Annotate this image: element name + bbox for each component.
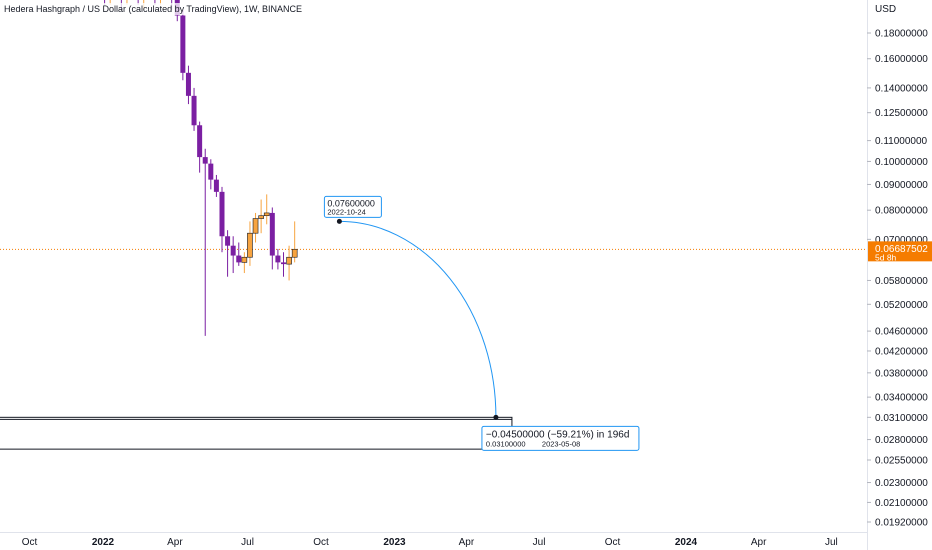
time-axis-tick-label: Apr bbox=[167, 537, 183, 548]
price-axis-tick-label: 0.16000000 bbox=[875, 54, 928, 65]
candle-body bbox=[230, 245, 236, 256]
price-axis-tick-label: 0.12500000 bbox=[875, 108, 928, 119]
target-zone-box[interactable] bbox=[0, 416, 513, 450]
candle[interactable] bbox=[185, 65, 191, 105]
price-axis-tick-label: 0.05800000 bbox=[875, 276, 928, 287]
current-price-countdown: 5d 8h bbox=[875, 252, 897, 262]
candle[interactable] bbox=[197, 121, 203, 173]
candle-body bbox=[219, 191, 225, 237]
candle-body bbox=[185, 72, 191, 96]
target-low-price: 0.03100000 bbox=[486, 439, 526, 448]
candle[interactable] bbox=[213, 174, 219, 197]
candle-body bbox=[252, 218, 259, 234]
legend-background bbox=[2, 3, 302, 15]
candle-body bbox=[258, 215, 264, 219]
price-axis-tick-label: 0.02100000 bbox=[875, 498, 928, 509]
current-price-label-box bbox=[868, 241, 932, 262]
time-axis-tick-label: 2024 bbox=[675, 537, 698, 548]
price-axis-tick-label: 0.02300000 bbox=[875, 478, 928, 489]
target-high-point[interactable] bbox=[336, 218, 342, 224]
candle-body bbox=[280, 262, 286, 265]
time-axis-tick-label: Oct bbox=[605, 537, 621, 548]
candle[interactable] bbox=[252, 212, 259, 243]
price-axis-tick-label: 0.18000000 bbox=[875, 29, 928, 40]
candle-body bbox=[202, 157, 208, 164]
price-axis-tick-label: 0.04200000 bbox=[875, 346, 928, 357]
current-price-value: 0.06687502 bbox=[875, 244, 928, 255]
candle[interactable] bbox=[247, 221, 253, 266]
measure-label-box bbox=[481, 425, 640, 451]
target-low-point[interactable] bbox=[493, 414, 499, 420]
time-axis-tick-label: Jul bbox=[825, 537, 838, 548]
price-axis-tick-label: 0.10000000 bbox=[875, 157, 928, 168]
candle-body bbox=[197, 125, 203, 158]
candle[interactable] bbox=[286, 245, 292, 281]
price-axis-tick-label: 0.09000000 bbox=[875, 180, 928, 191]
candle[interactable] bbox=[191, 87, 197, 131]
candle[interactable] bbox=[236, 242, 242, 266]
candle-body bbox=[286, 256, 292, 265]
candle-body bbox=[208, 163, 214, 180]
candle[interactable] bbox=[269, 207, 275, 270]
chart-legend-title: Hedera Hashgraph / US Dollar (calculated… bbox=[4, 4, 302, 14]
candle-body bbox=[291, 248, 298, 258]
candle[interactable] bbox=[219, 186, 225, 253]
price-axis-tick-label: 0.01920000 bbox=[875, 518, 928, 529]
price-axis-tick-label: 0.02550000 bbox=[875, 455, 928, 466]
price-axis-currency: USD bbox=[875, 4, 896, 15]
measure-change-text: −0.04500000 (−59.21%) in 196d bbox=[486, 429, 629, 440]
candle[interactable] bbox=[291, 221, 298, 263]
time-axis-tick-label: 2022 bbox=[92, 537, 115, 548]
candle-body bbox=[241, 256, 248, 263]
target-high-date: 2022-10-24 bbox=[327, 207, 365, 216]
target-high-label-box bbox=[323, 195, 382, 218]
candle[interactable] bbox=[275, 248, 281, 270]
candle[interactable] bbox=[202, 148, 208, 336]
time-axis-tick-label: Jul bbox=[533, 537, 546, 548]
time-axis-tick-label: Oct bbox=[22, 537, 38, 548]
target-high-price: 0.07600000 bbox=[327, 198, 375, 208]
candle[interactable] bbox=[280, 252, 286, 277]
price-axis-background[interactable] bbox=[867, 0, 932, 532]
price-axis-tick-label: 0.14000000 bbox=[875, 83, 928, 94]
projection-arc[interactable] bbox=[339, 220, 497, 418]
time-axis-tick-label: Apr bbox=[751, 537, 767, 548]
price-axis-tick-label: 0.02800000 bbox=[875, 435, 928, 446]
candle-body bbox=[225, 236, 231, 246]
price-axis-tick-label: 0.11000000 bbox=[875, 136, 928, 147]
candle[interactable] bbox=[169, 0, 174, 10]
candle-body bbox=[247, 232, 253, 258]
price-axis-tick-label: 0.07000000 bbox=[875, 235, 928, 246]
price-axis-tick-label: 0.08000000 bbox=[875, 206, 928, 217]
price-axis-tick-label: 0.05200000 bbox=[875, 300, 928, 311]
time-axis-tick-label: Apr bbox=[459, 537, 475, 548]
candle[interactable] bbox=[263, 194, 270, 225]
candle-body bbox=[191, 95, 197, 126]
candle-body bbox=[236, 255, 242, 263]
candle-body bbox=[213, 179, 219, 192]
price-axis-tick-label: 0.03400000 bbox=[875, 393, 928, 404]
candle[interactable] bbox=[225, 230, 231, 277]
candle[interactable] bbox=[180, 9, 186, 81]
candle-body bbox=[269, 212, 275, 256]
candle[interactable] bbox=[208, 159, 214, 190]
candle[interactable] bbox=[241, 252, 248, 274]
price-axis-tick-label: 0.03100000 bbox=[875, 413, 928, 424]
candle[interactable] bbox=[258, 199, 264, 234]
price-axis-tick-label: 0.03800000 bbox=[875, 368, 928, 379]
target-low-date: 2023-05-08 bbox=[542, 439, 580, 448]
time-axis-tick-label: Jul bbox=[241, 537, 254, 548]
candle[interactable] bbox=[230, 236, 236, 274]
candle-body bbox=[263, 212, 270, 217]
time-axis-tick-label: Oct bbox=[313, 537, 329, 548]
candle-body bbox=[180, 15, 186, 73]
price-axis-tick-label: 0.04600000 bbox=[875, 327, 928, 338]
time-axis-tick-label: 2023 bbox=[383, 537, 406, 548]
candle-body bbox=[275, 255, 281, 263]
